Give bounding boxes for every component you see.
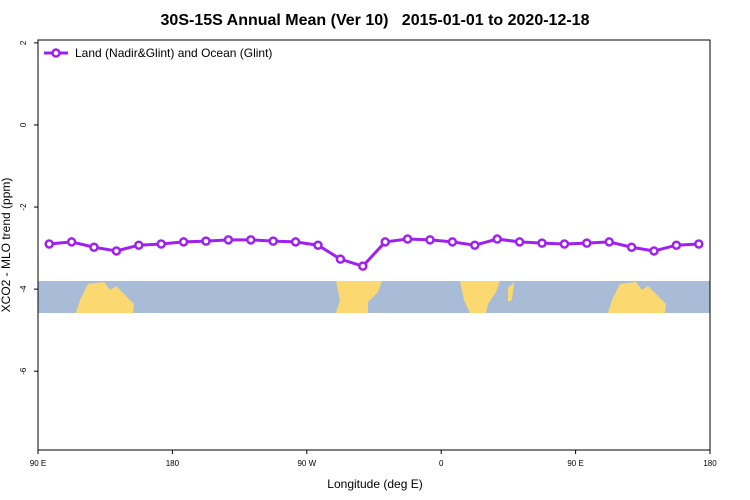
point	[111, 246, 122, 256]
legend-marker	[51, 48, 61, 58]
x-tick-label: 0	[439, 459, 444, 468]
y-tick-label: -6	[19, 367, 28, 375]
point	[514, 237, 525, 247]
plot-frame	[37, 39, 711, 451]
point	[649, 246, 659, 256]
point	[559, 239, 570, 249]
point	[402, 234, 413, 244]
y-tick-label: 0	[19, 122, 28, 127]
legend-label: Land (Nadir&Glint) and Ocean (Glint)	[75, 46, 272, 60]
point	[134, 240, 144, 250]
point	[223, 235, 234, 245]
point	[604, 237, 614, 247]
point	[380, 237, 390, 247]
point	[582, 238, 592, 248]
point	[178, 237, 189, 247]
x-tick-label: 180	[703, 459, 717, 468]
point	[537, 238, 547, 248]
series-line	[49, 237, 699, 268]
point	[246, 235, 256, 245]
point	[44, 239, 54, 249]
point	[66, 237, 77, 247]
x-tick-label: 90 E	[567, 459, 583, 468]
point	[492, 234, 502, 244]
point	[626, 242, 637, 253]
y-tick-label: -2	[19, 203, 28, 211]
point	[671, 240, 682, 250]
y-tick-label: -4	[19, 285, 28, 293]
map-band	[38, 281, 710, 313]
point	[201, 236, 211, 246]
x-axis-label: Longitude (deg E)	[327, 477, 422, 491]
point	[335, 254, 346, 264]
y-tick-label: 2	[19, 40, 28, 45]
point	[470, 240, 480, 250]
point	[447, 237, 458, 247]
point	[268, 236, 278, 246]
x-tick-label: 180	[166, 459, 180, 468]
point	[313, 240, 323, 250]
point	[694, 239, 704, 249]
x-tick-label: 90 E	[30, 459, 46, 468]
point	[358, 261, 368, 271]
point	[425, 235, 435, 245]
point	[89, 242, 99, 253]
point	[290, 237, 301, 247]
chart-title: 30S-15S Annual Mean (Ver 10) 2015-01-01 …	[161, 12, 590, 29]
point	[156, 239, 166, 249]
x-tick-label: 90 W	[297, 459, 316, 468]
y-axis-label: XCO2 - MLO trend (ppm)	[0, 178, 13, 313]
